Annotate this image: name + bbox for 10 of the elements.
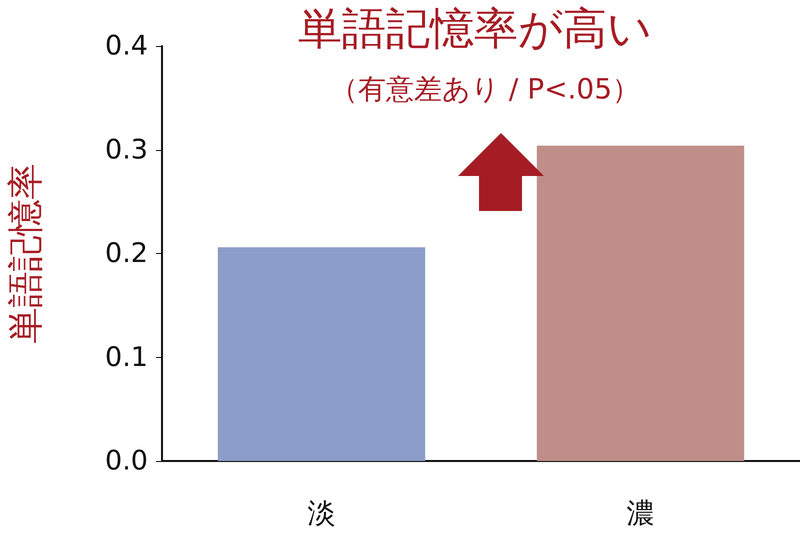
- y-tick-label: 0.4: [105, 30, 148, 62]
- x-tick-label: 濃: [626, 496, 654, 530]
- x-tick-label: 淡: [308, 496, 336, 530]
- y-tick-label: 0.3: [105, 134, 148, 166]
- text: （有意差あり / P<.05）: [330, 72, 640, 106]
- y-tick-label: 0.0: [105, 446, 148, 476]
- chart-title: 単語記憶率が高い: [298, 4, 652, 54]
- y-tick-label: 0.1: [105, 342, 148, 373]
- y-axis-title: 単語記憶率: [6, 164, 46, 344]
- y-tick-label: 0.2: [105, 238, 148, 269]
